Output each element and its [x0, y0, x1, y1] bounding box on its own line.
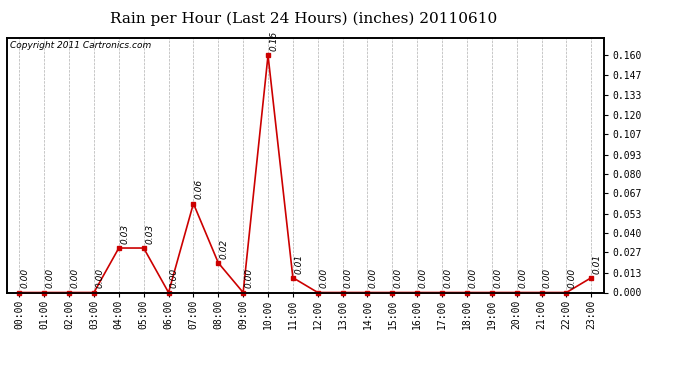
Text: 0.00: 0.00 [493, 268, 502, 288]
Text: 0.03: 0.03 [145, 224, 154, 244]
Text: 0.16: 0.16 [269, 31, 278, 51]
Text: 0.00: 0.00 [244, 268, 253, 288]
Text: 0.00: 0.00 [70, 268, 79, 288]
Text: 0.03: 0.03 [120, 224, 129, 244]
Text: 0.00: 0.00 [568, 268, 577, 288]
Text: Rain per Hour (Last 24 Hours) (inches) 20110610: Rain per Hour (Last 24 Hours) (inches) 2… [110, 11, 497, 26]
Text: 0.00: 0.00 [369, 268, 378, 288]
Text: 0.01: 0.01 [593, 254, 602, 273]
Text: 0.00: 0.00 [319, 268, 328, 288]
Text: 0.00: 0.00 [543, 268, 552, 288]
Text: 0.00: 0.00 [46, 268, 55, 288]
Text: 0.00: 0.00 [21, 268, 30, 288]
Text: 0.06: 0.06 [195, 179, 204, 200]
Text: 0.00: 0.00 [518, 268, 527, 288]
Text: 0.00: 0.00 [444, 268, 453, 288]
Text: Copyright 2011 Cartronics.com: Copyright 2011 Cartronics.com [10, 41, 151, 50]
Text: 0.00: 0.00 [469, 268, 477, 288]
Text: 0.00: 0.00 [394, 268, 403, 288]
Text: 0.00: 0.00 [344, 268, 353, 288]
Text: 0.00: 0.00 [419, 268, 428, 288]
Text: 0.00: 0.00 [170, 268, 179, 288]
Text: 0.00: 0.00 [95, 268, 104, 288]
Text: 0.01: 0.01 [294, 254, 304, 273]
Text: 0.02: 0.02 [219, 238, 228, 259]
